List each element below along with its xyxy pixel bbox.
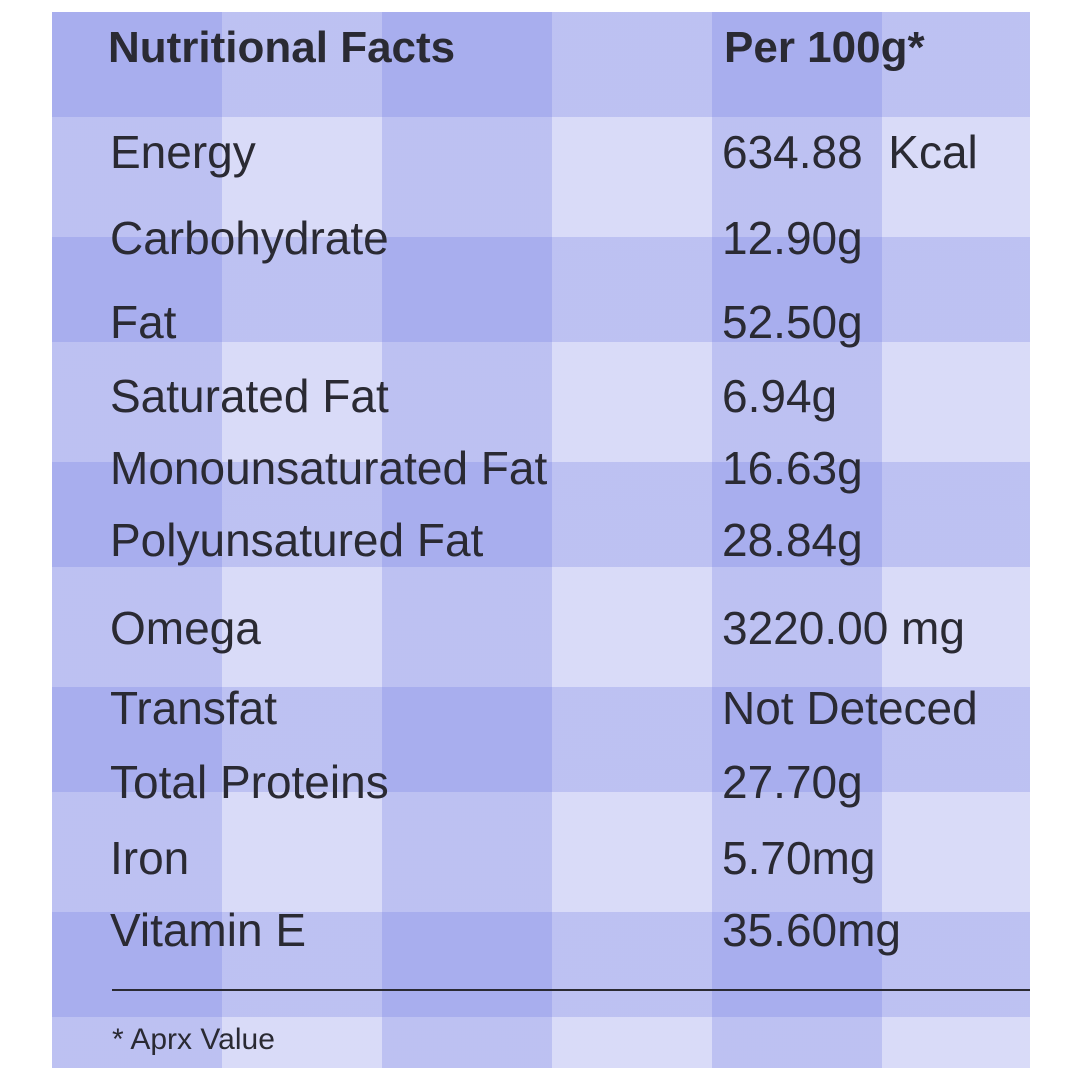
nutrient-value: 27.70g — [722, 756, 863, 808]
header-title: Nutritional Facts — [108, 23, 456, 72]
nutrient-value: 52.50g — [722, 296, 863, 348]
nutrient-value: 6.94g — [722, 370, 838, 422]
nutrient-value: 12.90g — [722, 212, 863, 264]
nutrient-name: Carbohydrate — [110, 212, 389, 264]
nutrient-name: Total Proteins — [110, 756, 389, 808]
nutrient-name: Polyunsatured Fat — [110, 514, 484, 566]
nutrient-value: 5.70mg — [722, 832, 876, 884]
nutrient-value: 634.88 Kcal — [722, 126, 978, 178]
nutrient-name: Vitamin E — [110, 904, 307, 956]
nutrient-name: Monounsaturated Fat — [110, 442, 548, 494]
nutrient-name: Iron — [110, 832, 190, 884]
nutrient-name: Fat — [110, 296, 177, 348]
nutrient-name: Transfat — [110, 682, 278, 734]
label-panel — [52, 12, 1030, 1068]
nutrient-value: 3220.00 mg — [722, 602, 965, 654]
nutrient-value: 35.60mg — [722, 904, 902, 956]
divider — [112, 989, 1030, 991]
nutrient-name: Omega — [110, 602, 261, 654]
nutrient-value: Not Deteced — [722, 682, 978, 734]
nutrient-value: 16.63g — [722, 442, 863, 494]
nutrient-name: Saturated Fat — [110, 370, 389, 422]
nutrient-name: Energy — [110, 126, 256, 178]
nutrient-value: 28.84g — [722, 514, 863, 566]
header-column: Per 100g* — [724, 23, 925, 72]
footnote: * Aprx Value — [112, 1023, 275, 1056]
